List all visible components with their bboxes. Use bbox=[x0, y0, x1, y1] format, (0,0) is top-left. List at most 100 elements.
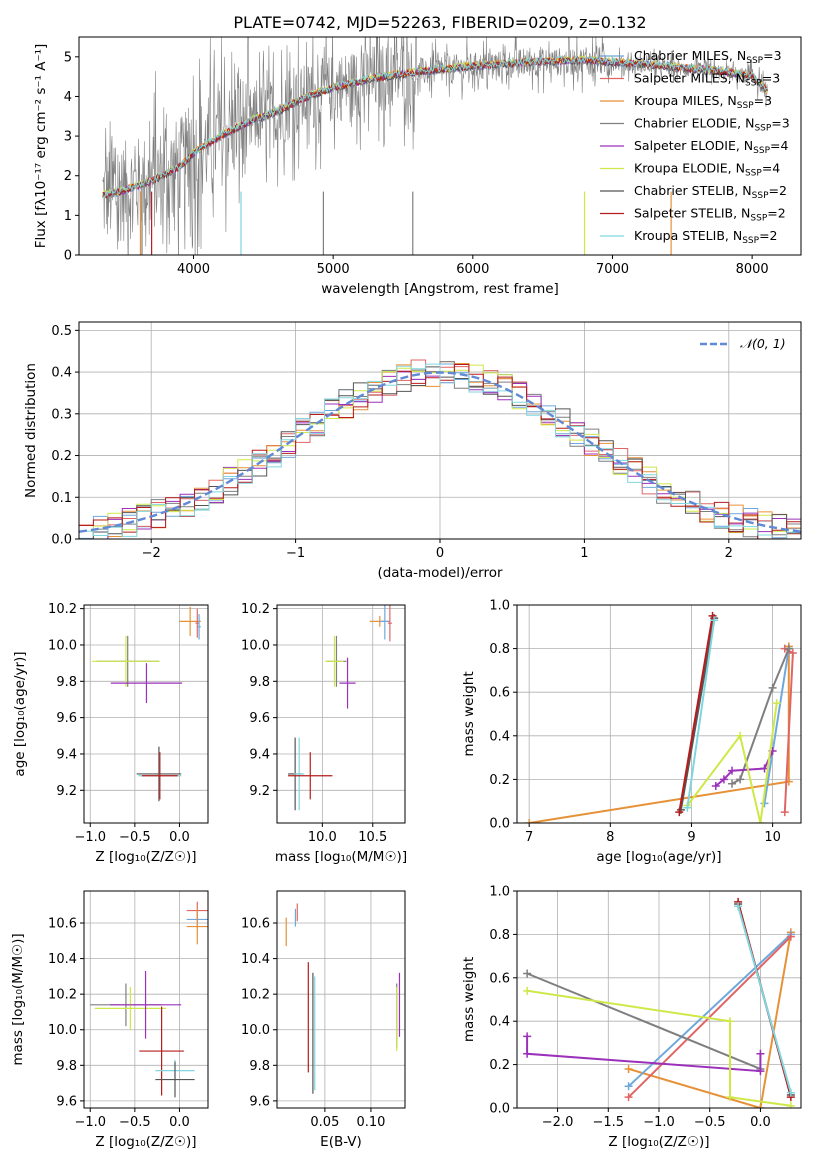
tick-label-x: 9 bbox=[687, 830, 695, 845]
gaussian-reference-curve bbox=[79, 371, 801, 533]
z-age-x-label: Z [log₁₀(Z/Z☉)] bbox=[95, 849, 196, 865]
z-mass-axes bbox=[80, 891, 208, 1112]
tick-label-y: 4 bbox=[64, 90, 72, 105]
tick-label-x: 7 bbox=[525, 830, 533, 845]
tick-label-x: 8 bbox=[606, 830, 614, 845]
weight-line-kroupa-elodie bbox=[526, 989, 792, 1107]
tick-label-y: 10.0 bbox=[48, 638, 77, 653]
legend-entry: Kroupa MILES, NSSP=3 bbox=[634, 93, 772, 111]
spectrum-y-label: Flux [fλ10⁻¹⁷ erg cm⁻² s⁻¹ A⁻¹] bbox=[33, 44, 49, 249]
weight-marker bbox=[736, 775, 745, 784]
tick-label-y: 0.0 bbox=[489, 1102, 510, 1117]
plot-area bbox=[285, 903, 401, 1094]
weight-marker bbox=[756, 1067, 765, 1076]
weight-line-chabrier-elodie bbox=[526, 972, 761, 1070]
weight-marker bbox=[726, 1093, 734, 1102]
legend-entry: Salpeter MILES, NSSP=3 bbox=[634, 71, 780, 89]
tick-label-y: 0.2 bbox=[51, 449, 72, 464]
tick-label-y: 9.8 bbox=[56, 1059, 77, 1074]
tick-label-y: 9.6 bbox=[249, 1094, 270, 1109]
axes-frame bbox=[78, 36, 802, 256]
weight-marker bbox=[786, 932, 795, 941]
plot-area bbox=[92, 606, 201, 802]
weight-line-chabrier-stelib bbox=[679, 617, 716, 811]
weight-line-chabrier-elodie bbox=[731, 648, 790, 785]
weight-marker bbox=[786, 1088, 795, 1097]
tick-label-y: 0.0 bbox=[489, 817, 510, 832]
weight-marker bbox=[523, 969, 532, 978]
tick-label-x: 10.5 bbox=[358, 830, 387, 845]
tick-label-x: −0.5 bbox=[694, 1115, 726, 1130]
weight-marker bbox=[756, 819, 765, 823]
weight-marker bbox=[683, 803, 692, 812]
tick-label-y: 10.2 bbox=[48, 602, 77, 617]
tick-label-y: 0.2 bbox=[489, 773, 510, 788]
tick-label-y: 10.0 bbox=[241, 638, 270, 653]
tick-label-y: 9.4 bbox=[56, 747, 77, 762]
age-weight-x-label: age [log₁₀(age/yr)] bbox=[596, 849, 721, 865]
tick-label-x: −0.5 bbox=[119, 1115, 151, 1130]
tick-label-y: 9.4 bbox=[249, 747, 270, 762]
weight-marker bbox=[728, 779, 737, 788]
residual-y-label: Normed distribution bbox=[23, 363, 39, 498]
tick-label-y: 9.8 bbox=[56, 675, 77, 690]
figure-title: PLATE=0742, MJD=52263, FIBERID=0209, z=0… bbox=[233, 13, 646, 32]
tick-label-y: 0 bbox=[64, 249, 72, 264]
weight-marker bbox=[756, 1049, 765, 1058]
plot-area bbox=[90, 901, 208, 1098]
weight-marker bbox=[624, 1082, 633, 1091]
weight-line-salpeter-elodie bbox=[526, 1036, 762, 1073]
tick-label-x: −1.0 bbox=[74, 1115, 106, 1130]
z-weight-y-label: mass weight bbox=[461, 957, 477, 1042]
model-kroupa-stelib bbox=[102, 55, 768, 198]
tick-label-x: 7000 bbox=[596, 262, 629, 277]
weight-marker bbox=[719, 775, 728, 784]
tick-label-y: 9.2 bbox=[249, 784, 270, 799]
legend-entry: Chabrier MILES, NSSP=3 bbox=[634, 48, 782, 66]
z-mass-y-label: mass [log₁₀(M/M☉)] bbox=[10, 933, 26, 1065]
axes-frame bbox=[83, 604, 209, 824]
weight-line-kroupa-stelib bbox=[686, 620, 716, 808]
tick-label-x: 6000 bbox=[456, 262, 489, 277]
weight-marker bbox=[734, 902, 743, 911]
tick-label-y: 0.0 bbox=[51, 533, 72, 548]
tick-label-y: 0.6 bbox=[489, 971, 510, 986]
tick-label-y: 10.2 bbox=[241, 602, 270, 617]
weight-line-salpeter-miles bbox=[627, 935, 792, 1098]
weight-marker bbox=[675, 808, 684, 817]
z-weight-axes bbox=[513, 890, 801, 1112]
tick-label-y: 9.6 bbox=[56, 1094, 77, 1109]
tick-label-y: 0.8 bbox=[489, 928, 510, 943]
tick-label-y: 10.0 bbox=[48, 1023, 77, 1038]
weight-marker bbox=[736, 731, 745, 740]
tick-label-x: 0.05 bbox=[310, 1115, 339, 1130]
weight-line-chabrier-miles bbox=[763, 648, 790, 804]
legend-entry: Salpeter ELODIE, NSSP=4 bbox=[634, 138, 789, 156]
axes-frame bbox=[516, 604, 802, 824]
tick-label-y: 10.4 bbox=[48, 952, 77, 967]
legend-entry: Kroupa ELODIE, NSSP=4 bbox=[634, 161, 780, 179]
weight-marker bbox=[756, 1104, 765, 1108]
tick-label-y: 0.6 bbox=[489, 686, 510, 701]
tick-label-y: 0.4 bbox=[489, 729, 510, 744]
tick-label-x: 4000 bbox=[177, 262, 210, 277]
weight-marker bbox=[523, 1049, 532, 1058]
weight-line-kroupa-elodie bbox=[686, 702, 778, 823]
axes-frame bbox=[276, 604, 406, 824]
axes-frame bbox=[516, 890, 802, 1109]
age-weight-axes bbox=[513, 604, 801, 827]
tick-label-y: 1.0 bbox=[489, 885, 510, 900]
z-age-y-label: age [log₁₀(age/yr)] bbox=[12, 651, 28, 776]
tick-label-y: 0.2 bbox=[489, 1058, 510, 1073]
tick-label-y: 10.6 bbox=[48, 917, 77, 932]
plot-area bbox=[102, 37, 768, 255]
legend-entry: Chabrier STELIB, NSSP=2 bbox=[634, 183, 787, 201]
tick-label-y: 1.0 bbox=[489, 599, 510, 614]
z-weight-x-label: Z [log₁₀(Z/Z☉)] bbox=[608, 1134, 709, 1150]
tick-label-x: −1.0 bbox=[643, 1115, 675, 1130]
tick-label-y: 0.5 bbox=[51, 324, 72, 339]
spectrum-x-label: wavelength [Angstrom, rest frame] bbox=[321, 281, 559, 297]
tick-label-y: 9.6 bbox=[249, 711, 270, 726]
weight-marker bbox=[760, 799, 769, 808]
